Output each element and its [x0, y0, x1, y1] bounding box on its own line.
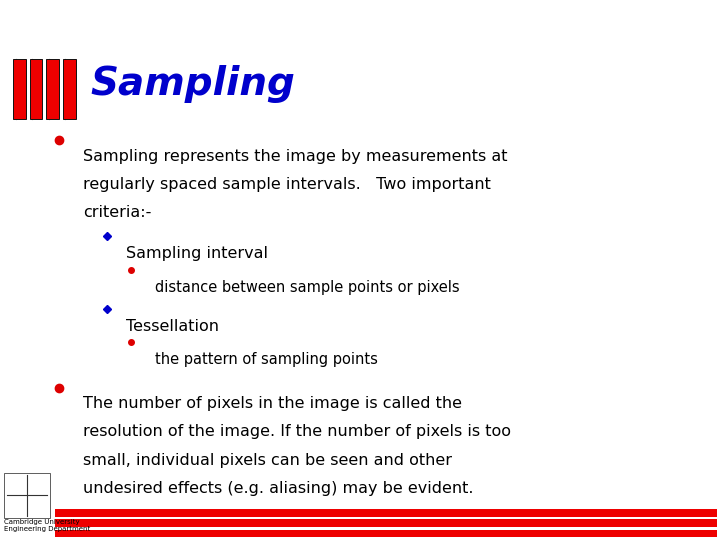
Bar: [55, 530, 717, 537]
Text: Sampling represents the image by measurements at: Sampling represents the image by measure…: [83, 148, 508, 164]
Text: criteria:-: criteria:-: [83, 205, 151, 220]
Text: Sampling interval: Sampling interval: [126, 246, 268, 261]
Bar: [13, 59, 26, 119]
Text: distance between sample points or pixels: distance between sample points or pixels: [155, 280, 459, 295]
Text: regularly spaced sample intervals.   Two important: regularly spaced sample intervals. Two i…: [83, 177, 490, 192]
Bar: [55, 519, 717, 527]
Text: The number of pixels in the image is called the: The number of pixels in the image is cal…: [83, 396, 462, 411]
Text: Cambridge University
Engineering Department: Cambridge University Engineering Departm…: [4, 519, 90, 532]
Bar: [4, 472, 50, 518]
Bar: [63, 59, 76, 119]
Bar: [46, 59, 59, 119]
Text: undesired effects (e.g. aliasing) may be evident.: undesired effects (e.g. aliasing) may be…: [83, 481, 473, 496]
Text: the pattern of sampling points: the pattern of sampling points: [155, 352, 378, 367]
Bar: [30, 59, 42, 119]
Bar: [55, 509, 717, 517]
Text: Sampling: Sampling: [90, 65, 295, 103]
Text: resolution of the image. If the number of pixels is too: resolution of the image. If the number o…: [83, 424, 510, 440]
Text: small, individual pixels can be seen and other: small, individual pixels can be seen and…: [83, 453, 452, 468]
Text: Tessellation: Tessellation: [126, 319, 219, 334]
